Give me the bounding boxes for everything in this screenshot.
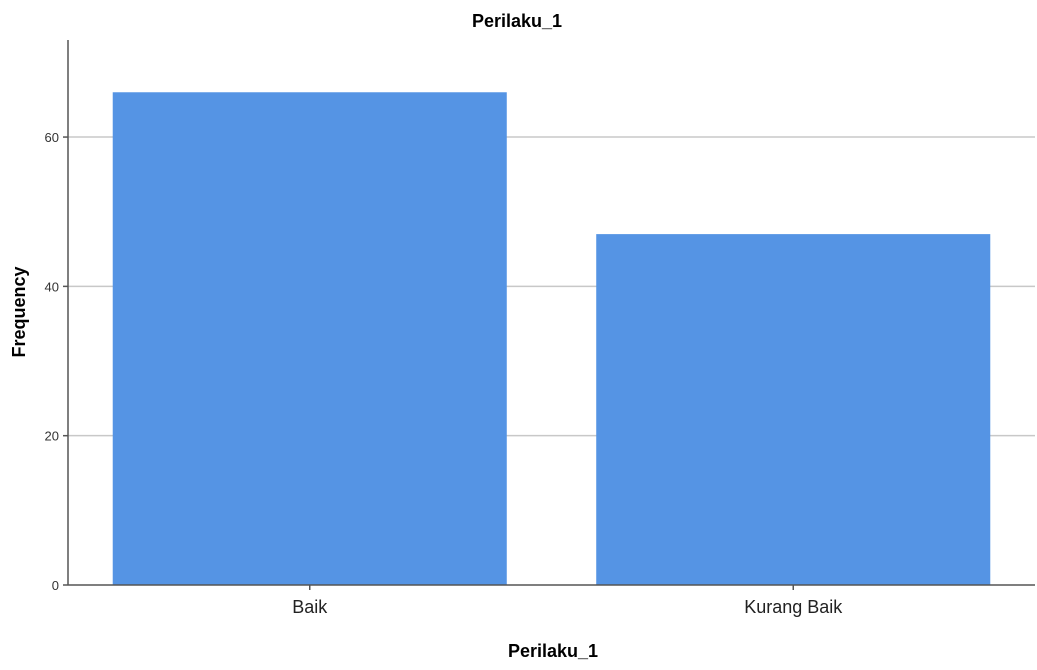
x-tick-label: Baik bbox=[292, 597, 328, 617]
x-axis-label: Perilaku_1 bbox=[508, 641, 598, 661]
axes bbox=[63, 40, 1035, 590]
bar-kurang-baik bbox=[596, 234, 991, 585]
y-tick-label: 40 bbox=[45, 279, 59, 294]
tick-labels: 0 20 40 60 Baik Kurang Baik bbox=[45, 130, 844, 617]
y-tick-label: 20 bbox=[45, 429, 59, 444]
bar-baik bbox=[112, 92, 507, 585]
y-tick-label: 60 bbox=[45, 130, 59, 145]
x-tick-label: Kurang Baik bbox=[744, 597, 843, 617]
chart-title: Perilaku_1 bbox=[472, 11, 562, 31]
y-axis-label: Frequency bbox=[9, 266, 29, 357]
y-tick-label: 0 bbox=[52, 578, 59, 593]
bars bbox=[112, 92, 991, 585]
